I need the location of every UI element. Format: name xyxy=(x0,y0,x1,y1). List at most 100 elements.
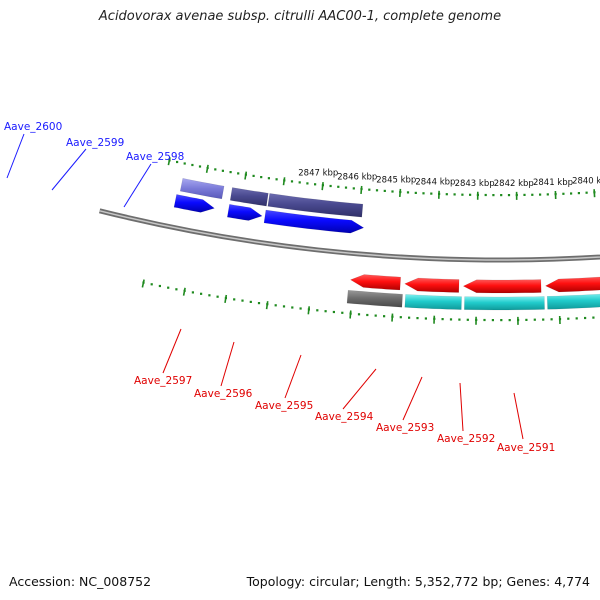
kbp-label: 2841 kbp xyxy=(533,178,573,188)
gene-label-aave_2596: Aave_2596 xyxy=(194,388,253,400)
leader-line-aave_2599 xyxy=(51,148,87,191)
tick-dot xyxy=(208,294,211,297)
leader-line-aave_2591 xyxy=(513,392,524,440)
tick-dot xyxy=(546,193,549,196)
tick-dot xyxy=(282,305,286,308)
tick-dot xyxy=(570,192,573,195)
major-tick xyxy=(167,157,171,166)
major-tick xyxy=(224,294,228,304)
tick-dot xyxy=(221,169,224,172)
tick-dot xyxy=(453,193,456,196)
tick-dot xyxy=(344,186,348,189)
leader-line-aave_2600 xyxy=(6,133,25,179)
tick-dot xyxy=(416,317,419,320)
gene-layer xyxy=(173,178,600,311)
tick-dot xyxy=(275,178,278,181)
tick-dot xyxy=(200,292,203,295)
tick-dot xyxy=(257,302,261,305)
gene-aave-2594-cog xyxy=(546,293,600,310)
accession-text: Accession: NC_008752 xyxy=(9,574,152,589)
tick-dot xyxy=(260,176,263,179)
gene-label-aave_2592: Aave_2592 xyxy=(437,433,495,445)
gene-label-aave_2599: Aave_2599 xyxy=(66,137,124,149)
tick-dot xyxy=(508,319,511,322)
kbp-label: 2845 kbp xyxy=(376,176,416,186)
tick-dot xyxy=(249,300,252,303)
tick-dot xyxy=(233,298,236,301)
gene-label-aave_2595: Aave_2595 xyxy=(255,400,313,412)
tick-dot xyxy=(357,313,361,316)
gene-aave-2595-cog xyxy=(464,296,545,311)
gene-aave-2598-cog xyxy=(267,193,364,218)
major-tick xyxy=(244,171,248,180)
gene-aave-2597-cog xyxy=(346,289,403,308)
gene-aave-2598-arrow xyxy=(263,209,365,234)
tick-dot xyxy=(237,172,240,175)
tick-dot xyxy=(374,314,377,317)
leader-line-aave_2595 xyxy=(284,354,302,399)
tick-dot xyxy=(466,318,469,321)
tick-dot xyxy=(341,311,344,314)
tick-dot xyxy=(575,317,578,320)
major-tick xyxy=(360,185,363,194)
tick-dot xyxy=(584,316,587,320)
gene-label-aave_2597: Aave_2597 xyxy=(134,375,192,387)
major-tick xyxy=(205,164,209,173)
tick-dot xyxy=(241,299,244,302)
gene-aave-2594-arrow xyxy=(544,276,600,293)
tick-dot xyxy=(191,291,194,294)
leader-line-aave_2596 xyxy=(220,341,235,387)
tick-dot xyxy=(539,193,542,196)
major-tick xyxy=(399,188,402,197)
gene-aave-2599-cog xyxy=(229,187,269,207)
tick-dot xyxy=(585,191,588,194)
tick-dot xyxy=(441,318,444,321)
tick-dot xyxy=(324,310,327,313)
kbp-label: 2844 kbp xyxy=(415,178,455,188)
tick-dot xyxy=(290,180,294,183)
major-tick xyxy=(182,287,186,296)
major-tick xyxy=(282,177,286,186)
gene-label-aave_2593: Aave_2593 xyxy=(376,422,434,434)
tick-dot xyxy=(461,193,464,196)
tick-dot xyxy=(414,191,417,194)
tick-dot xyxy=(449,318,453,321)
major-tick xyxy=(141,279,145,288)
tick-dot xyxy=(592,316,595,319)
gene-aave-2599-arrow xyxy=(227,204,263,221)
tick-dot xyxy=(491,319,494,322)
tick-dot xyxy=(191,163,194,167)
tick-dot xyxy=(562,192,565,195)
tick-dot xyxy=(542,318,545,321)
backbone-layer xyxy=(98,208,600,263)
tick-dot xyxy=(337,185,340,188)
tick-dot xyxy=(366,313,369,317)
tick-dot xyxy=(399,316,402,319)
gene-label-aave_2591: Aave_2591 xyxy=(497,442,555,454)
major-tick xyxy=(593,189,596,198)
tick-dot xyxy=(352,187,355,190)
tick-dot xyxy=(183,162,186,165)
tick-dot xyxy=(175,288,178,291)
tick-dot xyxy=(229,171,232,174)
tick-dot xyxy=(577,192,580,195)
tick-dot xyxy=(368,188,371,191)
kbp-label: 2847 kbp xyxy=(298,169,338,179)
tick-dot xyxy=(252,174,255,177)
tick-dot xyxy=(492,194,495,197)
tick-dot xyxy=(198,165,202,168)
tick-dot xyxy=(214,168,217,171)
tick-dot xyxy=(150,283,153,286)
tick-dot xyxy=(316,309,319,312)
tick-dot xyxy=(523,193,526,196)
tick-dot xyxy=(430,192,433,195)
gene-aave-2600-arrow xyxy=(173,194,215,213)
tick-dot xyxy=(408,316,411,319)
label-layer: Aave_2600Aave_2599Aave_2598Aave_2597Aave… xyxy=(4,121,555,454)
tick-dot xyxy=(329,184,332,188)
tick-dot xyxy=(500,319,503,322)
tick-dot xyxy=(525,318,528,321)
gene-label-aave_2600: Aave_2600 xyxy=(4,121,62,133)
tick-dot xyxy=(375,189,379,192)
